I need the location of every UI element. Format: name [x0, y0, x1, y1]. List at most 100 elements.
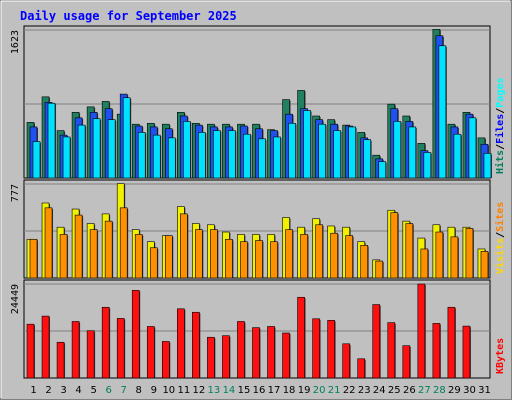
bar-pages-day-12	[198, 132, 206, 179]
max-label: 24449	[10, 284, 21, 314]
bar-kbytes-day-12	[192, 311, 200, 379]
bar-pages-day-29	[453, 133, 462, 179]
bar-pages-day-9	[152, 134, 161, 179]
bar-sites-day-20	[315, 224, 323, 279]
bar-pages-day-30	[468, 117, 477, 179]
bar-sites-day-31	[480, 251, 489, 279]
bar-pages-day-10	[167, 137, 176, 179]
bar-kbytes-day-19	[297, 296, 305, 379]
day-label-7: 7	[121, 385, 127, 396]
bar-pages-day-14	[228, 130, 236, 179]
day-label-14: 14	[223, 385, 236, 396]
bar-kbytes-day-20	[312, 318, 320, 379]
bar-kbytes-day-7	[116, 318, 125, 379]
bar-pages-day-7	[122, 97, 131, 179]
day-label-19: 19	[298, 385, 311, 396]
panel-kbytes: 24449 KBytes	[10, 279, 506, 379]
bar-sites-day-1	[29, 238, 38, 279]
bar-pages-day-28	[438, 45, 447, 179]
bar-pages-day-24	[378, 161, 387, 179]
bar-sites-day-16	[255, 240, 263, 279]
bar-kbytes-day-22	[342, 343, 350, 379]
bar-pages-day-17	[273, 136, 281, 179]
bar-pages-day-11	[183, 121, 191, 179]
day-label-12: 12	[193, 385, 206, 396]
day-label-25: 25	[388, 385, 401, 396]
bar-pages-day-1	[32, 141, 41, 179]
bar-pages-day-20	[318, 123, 326, 179]
bar-sites-day-21	[330, 232, 338, 279]
bar-pages-day-4	[77, 124, 86, 179]
legend: Hits/Files/Pages	[494, 78, 506, 174]
bar-sites-day-10	[164, 235, 173, 279]
bar-sites-day-4	[74, 214, 83, 279]
day-label-1: 1	[30, 385, 36, 396]
legend-entry: /	[495, 108, 506, 114]
day-label-28: 28	[433, 385, 446, 396]
bar-pages-day-16	[258, 138, 266, 179]
bar-sites-day-22	[345, 235, 353, 279]
bar-kbytes-day-21	[327, 320, 335, 379]
legend-entry: /	[495, 232, 506, 238]
bar-sites-day-15	[240, 241, 248, 279]
day-label-31: 31	[478, 385, 491, 396]
bar-kbytes-day-27	[417, 283, 426, 379]
bar-sites-day-3	[59, 234, 68, 279]
day-label-8: 8	[136, 385, 142, 396]
bar-kbytes-day-1	[26, 323, 35, 379]
bar-kbytes-day-15	[237, 321, 245, 379]
day-label-5: 5	[90, 385, 96, 396]
bar-sites-day-8	[134, 234, 143, 279]
bar-kbytes-day-17	[267, 326, 275, 379]
day-label-11: 11	[177, 385, 190, 396]
day-label-15: 15	[238, 385, 251, 396]
bar-kbytes-day-10	[161, 341, 170, 379]
day-label-21: 21	[328, 385, 341, 396]
bar-sites-day-14	[225, 238, 233, 279]
day-label-13: 13	[208, 385, 221, 396]
legend-entry: Visits	[494, 238, 506, 274]
bar-kbytes-day-24	[372, 304, 381, 379]
bar-pages-day-27	[423, 152, 432, 179]
bar-pages-day-23	[363, 139, 372, 179]
bar-pages-day-21	[333, 130, 341, 179]
bar-kbytes-day-5	[86, 330, 95, 379]
bar-sites-day-24	[375, 260, 384, 279]
bar-sites-day-30	[465, 228, 474, 279]
day-label-23: 23	[358, 385, 371, 396]
day-label-9: 9	[151, 385, 157, 396]
bar-kbytes-day-14	[222, 335, 230, 379]
bar-pages-day-25	[393, 121, 402, 179]
bar-sites-day-5	[89, 229, 98, 279]
bar-kbytes-day-16	[252, 327, 260, 379]
bar-kbytes-day-2	[41, 315, 50, 379]
day-label-20: 20	[313, 385, 326, 396]
bar-kbytes-day-3	[56, 341, 65, 379]
day-label-2: 2	[45, 385, 51, 396]
bar-kbytes-day-8	[131, 290, 140, 379]
legend-entry: /	[495, 144, 506, 150]
bar-sites-day-28	[435, 231, 444, 279]
bar-kbytes-day-25	[387, 322, 396, 379]
bar-sites-day-19	[300, 234, 308, 279]
chart-title: Daily usage for September 2025	[20, 9, 237, 23]
bar-sites-day-27	[420, 248, 429, 279]
legend: Visits/Sites	[494, 202, 506, 274]
bar-sites-day-18	[285, 229, 293, 279]
panel-visits-sites: 777 Visits/Sites	[10, 179, 506, 279]
bar-pages-day-31	[483, 153, 492, 179]
bar-sites-day-13	[210, 229, 218, 279]
bar-sites-day-9	[149, 247, 158, 279]
legend: KBytes	[495, 338, 506, 374]
max-label: 777	[10, 184, 21, 202]
bar-pages-day-19	[303, 110, 311, 179]
bar-pages-day-2	[47, 102, 56, 179]
bar-pages-day-5	[92, 118, 101, 179]
bar-sites-day-25	[390, 212, 399, 279]
day-label-6: 6	[105, 385, 111, 396]
day-label-3: 3	[60, 385, 66, 396]
bar-pages-day-8	[137, 132, 146, 179]
